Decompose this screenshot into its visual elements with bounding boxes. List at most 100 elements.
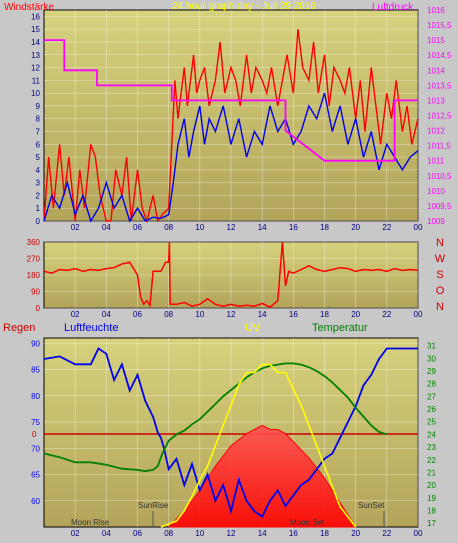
y-right-tick-label: 1014,5 <box>427 51 452 60</box>
rain-label: Regen <box>3 322 35 334</box>
y-right-tick-label: 29 <box>427 367 436 376</box>
y-right-tick-label: 1009 <box>427 217 445 226</box>
y-right-tick-label: 1010,5 <box>427 172 452 181</box>
x-tick-label: 04 <box>102 310 111 319</box>
x-tick-label: 22 <box>382 310 391 319</box>
y-right-tick-label: 25 <box>427 418 436 427</box>
y-left-tick-label: 9 <box>36 102 41 111</box>
x-tick-label: 22 <box>382 223 391 232</box>
x-tick-label: 10 <box>195 310 204 319</box>
x-tick-label: 06 <box>133 223 142 232</box>
series-1 <box>43 29 419 224</box>
x-axis-2: 02 04 06 08 10 12 14 16 18 20 22 00 <box>71 310 423 319</box>
y-left-tick-label: 16 <box>31 12 40 21</box>
y-left-tick-label: 90 <box>31 339 40 348</box>
x-tick-label: 18 <box>320 529 329 538</box>
y-right-tick-label: 18 <box>427 507 436 516</box>
y-right-tick-label: 1012,5 <box>427 112 452 121</box>
x-tick-label: 04 <box>102 223 111 232</box>
y-left-tick-label: 6 <box>36 140 41 149</box>
y-left-tick-label: 90 <box>31 288 40 297</box>
x-tick-label: 02 <box>71 529 80 538</box>
y-right-tick-label: 1013 <box>427 96 445 105</box>
x-tick-label: 02 <box>71 223 80 232</box>
y-right-tick-label: 21 <box>427 468 436 477</box>
y-left-tick-label: 12 <box>31 64 40 73</box>
humidity-temperature-panel: 60 65 70 75 80 85 90 17 18 19 20 21 22 23 24 25 26 27 28 2… <box>3 322 436 538</box>
direction-label: N <box>436 237 444 249</box>
y-right-tick-label: 26 <box>427 405 436 414</box>
y-left-tick-label: 3 <box>36 179 41 188</box>
x-tick-label: 18 <box>320 223 329 232</box>
y-right-tick-label: 1010 <box>427 187 445 196</box>
y-right-tick-label: 22 <box>427 456 436 465</box>
series-3 <box>43 347 418 528</box>
rain-zero-tick: 0 <box>32 430 37 439</box>
y-left-tick-label: 13 <box>31 51 40 60</box>
y-left-tick-label: 65 <box>31 471 40 480</box>
y-right-tick-label: 1016 <box>427 6 445 15</box>
grid-1 <box>44 10 419 222</box>
y-right-tick-label: 19 <box>427 494 436 503</box>
y-right-tick-label: 27 <box>427 392 436 401</box>
x-axis-3: 02 04 06 08 10 12 14 16 18 20 22 00 <box>71 529 423 538</box>
y-left-tick-label: 60 <box>31 497 40 506</box>
x-tick-label: 04 <box>102 529 111 538</box>
direction-label: N <box>436 301 444 313</box>
series-line <box>160 363 357 528</box>
series-line <box>44 39 418 162</box>
x-tick-label: 08 <box>164 310 173 319</box>
x-tick-label: 00 <box>414 310 423 319</box>
x-tick-label: 14 <box>258 223 267 232</box>
y-left-tick-label: 14 <box>31 38 40 47</box>
x-tick-label: 20 <box>351 223 360 232</box>
x-tick-label: 12 <box>227 529 236 538</box>
series-line <box>43 92 419 223</box>
y-left-tick-label: 8 <box>36 115 41 124</box>
x-tick-label: 16 <box>289 529 298 538</box>
y-left-tick-label: 0 <box>36 304 41 313</box>
series-line <box>43 362 388 473</box>
direction-label: O <box>436 285 445 297</box>
y-left-tick-label: 80 <box>31 392 40 401</box>
x-tick-label: 14 <box>258 529 267 538</box>
y-left-tick-label: 360 <box>27 238 41 247</box>
sunrise-label: SunRise <box>138 501 169 510</box>
x-tick-label: 16 <box>289 223 298 232</box>
y-right-tick-label: 1015,5 <box>427 21 452 30</box>
y-left-tick-label: 70 <box>31 444 40 453</box>
sun-moon-annotations: SunRise SunSet Moon Rise Moon Set <box>71 501 385 528</box>
x-tick-label: 18 <box>320 310 329 319</box>
y-right-tick-label: 1014 <box>427 66 445 75</box>
y-left-tick-label: 15 <box>31 25 40 34</box>
y-left-tick-label: 11 <box>32 76 41 85</box>
y-left-tick-label: 1 <box>36 204 41 213</box>
y-left-tick-label: 7 <box>36 127 41 136</box>
series-line <box>43 29 419 224</box>
y-right-tick-label: 20 <box>427 481 436 490</box>
chart-title: 24 hour graph day - Juli 29 2016 <box>172 1 316 12</box>
x-tick-label: 06 <box>133 529 142 538</box>
y-right-tick-label: 1011 <box>427 157 445 166</box>
series-line <box>43 347 418 518</box>
moonrise-label: Moon Rise <box>71 518 110 527</box>
y-left-tick-label: 85 <box>31 366 40 375</box>
y-left-tick-label: 180 <box>27 271 41 280</box>
grid-2 <box>44 241 419 309</box>
x-tick-label: 20 <box>351 529 360 538</box>
humidity-label: Luftfeuchte <box>64 322 118 334</box>
y-right-tick-label: 30 <box>427 354 436 363</box>
x-tick-label: 12 <box>227 310 236 319</box>
x-tick-label: 14 <box>258 310 267 319</box>
x-tick-label: 10 <box>195 529 204 538</box>
y-left-tick-label: 5 <box>36 153 41 162</box>
x-tick-label: 00 <box>414 529 423 538</box>
x-tick-label: 20 <box>351 310 360 319</box>
x-tick-label: 12 <box>227 223 236 232</box>
moonset-label: Moon Set <box>290 518 325 527</box>
y-right-tick-label: 31 <box>427 342 436 351</box>
